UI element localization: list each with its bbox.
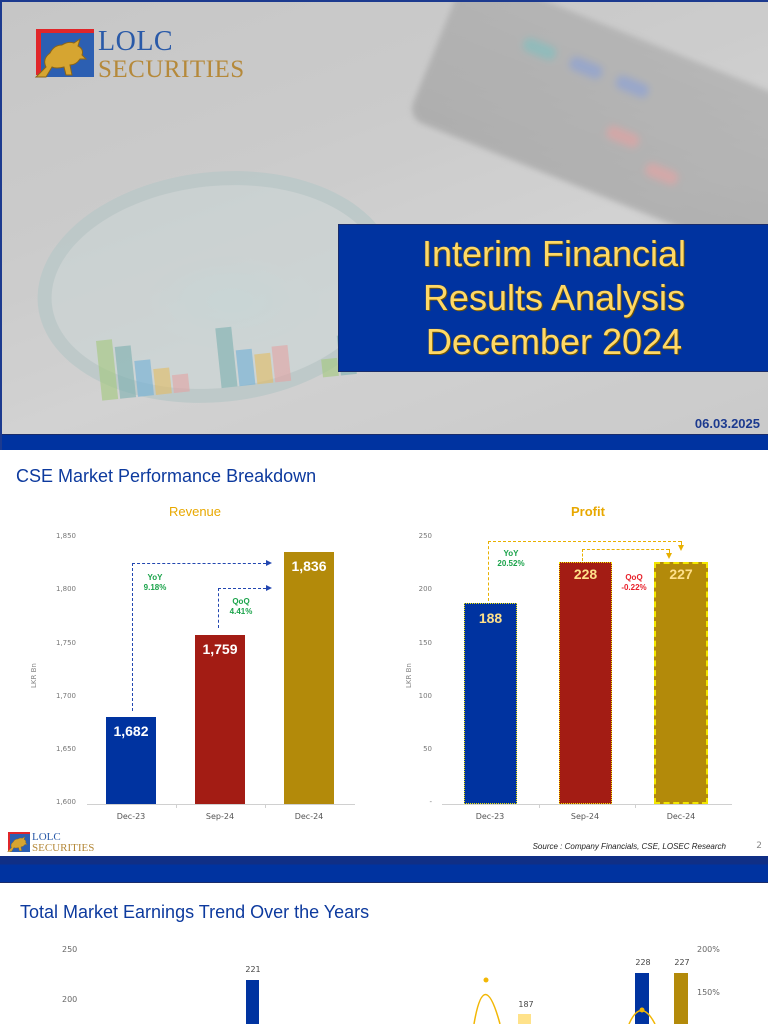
profit-chart-title: Profit (571, 504, 605, 519)
revenue-yoy-annotation: YoY 9.18% (143, 573, 167, 592)
qoq-arrow-icon (266, 585, 272, 591)
bull-logo-icon (32, 29, 94, 81)
slide-title: Total Market Earnings Trend Over the Yea… (20, 902, 370, 922)
cover-title-line-3: December 2024 (425, 321, 683, 362)
qoq-arrow-icon (666, 553, 672, 559)
footer-logo: LOLC SECURITIES (6, 832, 94, 854)
profit-bar-sep-24: 228 (559, 562, 612, 804)
earnings-trend-slide: Total Market Earnings Trend Over the Yea… (0, 883, 768, 1024)
profit-yoy-annotation: YoY 20.52% (497, 549, 525, 568)
growth-line (473, 977, 501, 1024)
bull-logo-icon (6, 832, 30, 854)
slide-bottom-band (0, 856, 768, 883)
profit-y-axis-label: LKR Bn (405, 663, 413, 688)
revenue-bar-sep-24: 1,759 (195, 635, 245, 804)
growth-line (628, 1007, 656, 1024)
market-performance-slide: CSE Market Performance Breakdown Revenue… (0, 450, 768, 883)
slide-title: CSE Market Performance Breakdown (16, 466, 317, 486)
brand-line-1: LOLC (98, 26, 174, 57)
earnings-bar (518, 1014, 531, 1024)
revenue-chart-title: Revenue (168, 504, 222, 519)
cover-title-line-1: Interim Financial (421, 233, 687, 274)
brand-line-2: SECURITIES (98, 56, 245, 83)
cover-bottom-band (2, 434, 768, 450)
revenue-qoq-annotation: QoQ 4.41% (229, 597, 253, 616)
source-note: Source : Company Financials, CSE, LOSEC … (532, 842, 726, 851)
revenue-bar-dec-23: 1,682 (106, 717, 156, 804)
earnings-bar (674, 973, 688, 1024)
profit-bar-dec-23: 188 (464, 603, 517, 804)
yoy-arrow-icon (678, 545, 684, 551)
profit-qoq-annotation: QoQ -0.22% (621, 573, 647, 592)
cover-title-box: Interim Financial Results Analysis Decem… (338, 224, 768, 372)
earnings-bar (246, 980, 259, 1024)
page-number: 2 (756, 841, 762, 851)
lolc-securities-logo: LOLC SECURITIES (32, 28, 245, 82)
cover-title-line-2: Results Analysis (422, 277, 686, 318)
yoy-arrow-icon (266, 560, 272, 566)
revenue-bar-dec-24: 1,836 (284, 552, 334, 804)
profit-bar-dec-24: 227 (654, 562, 708, 804)
cover-slide: LOLC SECURITIES Interim Financial Result… (0, 0, 768, 450)
revenue-y-axis-label: LKR Bn (30, 663, 38, 688)
report-date: 06.03.2025 (694, 416, 760, 431)
